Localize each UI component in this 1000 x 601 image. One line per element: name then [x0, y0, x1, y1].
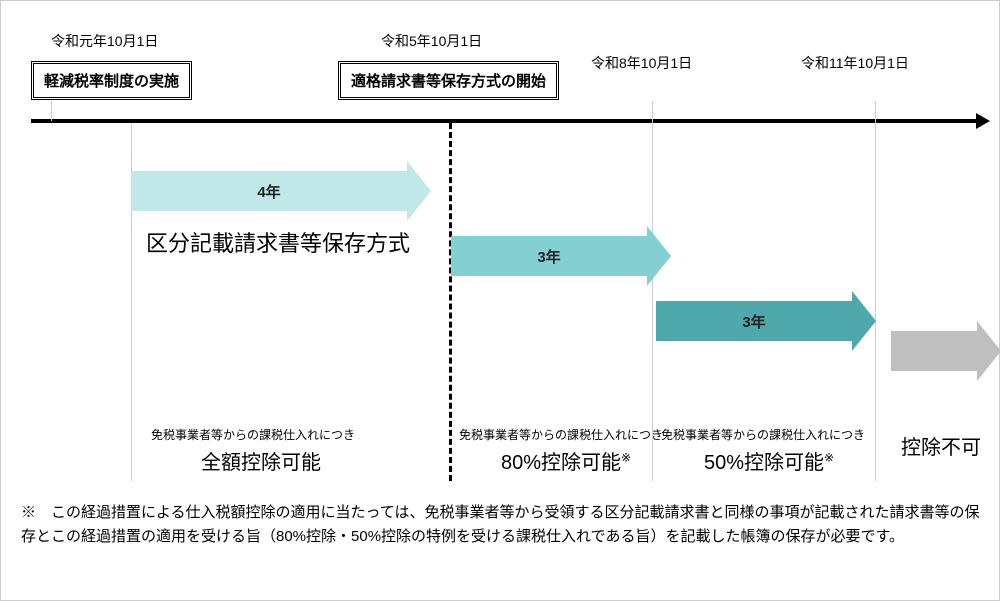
date-label-1: 令和元年10月1日 — [51, 31, 158, 51]
period-arrow-none — [891, 321, 1000, 381]
arrow-head-icon — [977, 321, 1000, 381]
dashline-d2 — [449, 123, 452, 481]
date-label-2: 令和5年10月1日 — [381, 31, 482, 51]
date-label-3: 令和8年10月1日 — [591, 53, 692, 73]
footnote-mark-icon: ※ — [824, 450, 834, 464]
arrow-head-icon — [407, 161, 431, 221]
deduction-full: 全額控除可能 — [201, 446, 321, 475]
period-arrow-4yr: 4年 — [131, 161, 431, 221]
sub-label-1: 免税事業者等からの課税仕入れにつき — [151, 426, 355, 443]
deduction-50: 50%控除可能※ — [704, 446, 834, 475]
period-arrow-3yr-a: 3年 — [451, 226, 671, 286]
sub-label-2: 免税事業者等からの課税仕入れにつき — [459, 426, 663, 443]
period-label: 3年 — [537, 246, 560, 267]
timeline-axis — [31, 119, 976, 123]
period-arrow-3yr-b: 3年 — [656, 291, 876, 351]
period-label: 4年 — [257, 181, 280, 202]
box-reduced-tax: 軽減税率制度の実施 — [31, 61, 192, 100]
deduction-none: 控除不可 — [901, 431, 981, 460]
timeline-arrowhead-icon — [976, 113, 990, 129]
footnote-mark-icon: ※ — [621, 450, 631, 464]
deduction-80-text: 80%控除可能 — [501, 452, 621, 474]
period-label: 3年 — [742, 311, 765, 332]
arrow-head-icon — [647, 226, 671, 286]
box-invoice-system: 適格請求書等保存方式の開始 — [338, 61, 559, 100]
deduction-80: 80%控除可能※ — [501, 446, 631, 475]
footnote-text: ※ この経過措置による仕入税額控除の適用に当たっては、免税事業者等から受領する区… — [21, 501, 981, 549]
arrow-head-icon — [852, 291, 876, 351]
vline-d1 — [51, 101, 52, 121]
method-label: 区分記載請求書等保存方式 — [146, 226, 410, 258]
vline-d3 — [652, 101, 653, 481]
date-label-4: 令和11年10月1日 — [801, 53, 909, 73]
deduction-50-text: 50%控除可能 — [704, 452, 824, 474]
sub-label-3: 免税事業者等からの課税仕入れにつき — [661, 426, 865, 443]
